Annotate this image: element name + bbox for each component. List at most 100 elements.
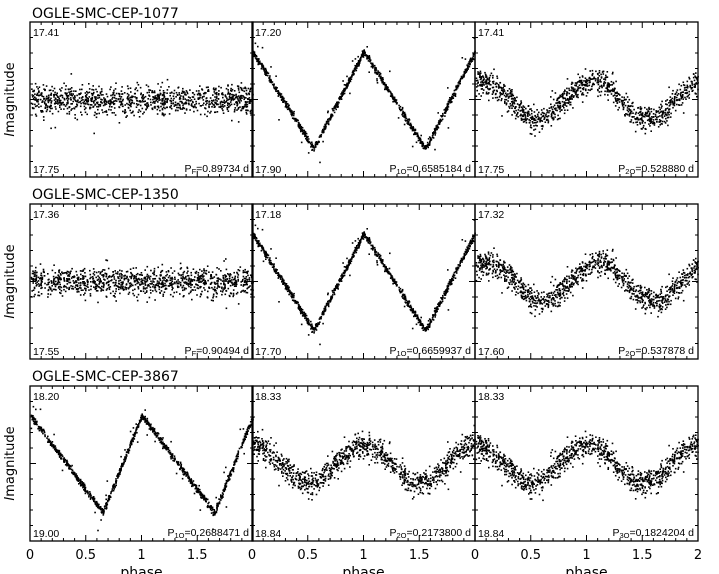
data-point	[631, 102, 633, 105]
y-axis-label-symbol: I	[3, 133, 18, 137]
data-point	[203, 102, 205, 105]
data-point	[331, 114, 334, 116]
data-point	[359, 59, 361, 61]
data-point	[111, 101, 113, 104]
data-point	[571, 86, 573, 89]
data-point	[409, 126, 412, 129]
data-point	[225, 87, 228, 90]
data-point	[120, 284, 122, 286]
data-point	[280, 93, 283, 95]
data-point	[593, 76, 595, 79]
data-point	[351, 60, 354, 62]
data-point	[633, 108, 635, 111]
data-point	[35, 266, 37, 269]
data-point	[207, 90, 209, 92]
data-point	[212, 277, 214, 279]
data-point	[528, 121, 531, 124]
data-point	[150, 101, 152, 104]
data-point	[650, 110, 653, 113]
data-point	[662, 112, 664, 115]
data-point	[35, 97, 37, 100]
data-point	[686, 84, 689, 87]
data-point	[110, 94, 112, 97]
data-point	[304, 132, 306, 134]
data-point	[196, 276, 199, 279]
data-point	[368, 58, 371, 60]
data-point	[338, 97, 340, 99]
data-point	[168, 86, 170, 88]
data-point	[648, 108, 651, 110]
data-point	[236, 104, 238, 107]
data-point	[121, 99, 124, 102]
data-point	[145, 103, 147, 106]
data-point	[624, 99, 626, 101]
data-point	[104, 272, 106, 275]
data-point	[478, 76, 481, 78]
data-point	[490, 84, 492, 86]
data-point	[106, 287, 109, 290]
data-point	[173, 89, 176, 92]
data-point	[66, 99, 69, 102]
data-point	[79, 270, 82, 272]
data-point	[34, 113, 37, 116]
data-point	[284, 106, 287, 108]
data-point	[669, 116, 672, 118]
data-point	[70, 94, 72, 96]
data-point	[607, 94, 609, 96]
data-point	[494, 83, 497, 85]
data-point	[195, 270, 198, 273]
data-point	[513, 97, 516, 99]
data-point	[72, 100, 74, 103]
data-point	[572, 95, 574, 98]
data-point	[145, 104, 147, 106]
data-point	[101, 274, 103, 276]
data-point	[510, 105, 512, 107]
data-point	[642, 120, 644, 122]
data-point	[121, 105, 124, 107]
data-point	[76, 101, 78, 103]
data-point	[411, 145, 414, 148]
data-point	[604, 93, 606, 96]
data-point	[180, 277, 182, 279]
data-point	[89, 269, 91, 272]
data-point	[484, 71, 486, 74]
data-point	[137, 280, 139, 283]
data-point	[108, 283, 110, 286]
data-point	[91, 97, 93, 100]
data-point	[549, 110, 551, 112]
data-point	[366, 46, 368, 48]
data-point	[192, 96, 195, 98]
data-point	[79, 101, 82, 103]
data-point	[634, 130, 637, 133]
data-point	[63, 277, 65, 279]
data-point	[416, 134, 419, 136]
data-point	[121, 276, 123, 278]
data-point	[37, 101, 39, 103]
data-point	[329, 119, 332, 121]
data-point	[148, 276, 150, 279]
data-point	[160, 105, 162, 108]
data-point	[96, 290, 99, 292]
data-point	[57, 110, 60, 113]
data-point	[695, 82, 698, 84]
data-point	[221, 103, 224, 106]
data-point	[653, 116, 655, 118]
data-point	[410, 127, 412, 130]
data-point	[90, 92, 93, 95]
data-point	[330, 116, 332, 119]
data-point	[34, 82, 37, 85]
data-point	[504, 102, 506, 104]
data-point	[193, 93, 196, 96]
data-point	[90, 288, 92, 291]
data-point	[485, 86, 487, 89]
data-point	[45, 85, 48, 87]
data-point	[603, 82, 605, 85]
data-point	[188, 277, 190, 279]
data-point	[140, 278, 143, 280]
data-point	[375, 69, 377, 71]
data-point	[39, 277, 42, 279]
data-point	[199, 268, 201, 271]
data-point	[498, 98, 500, 101]
data-point	[195, 100, 197, 103]
data-point	[610, 89, 613, 92]
